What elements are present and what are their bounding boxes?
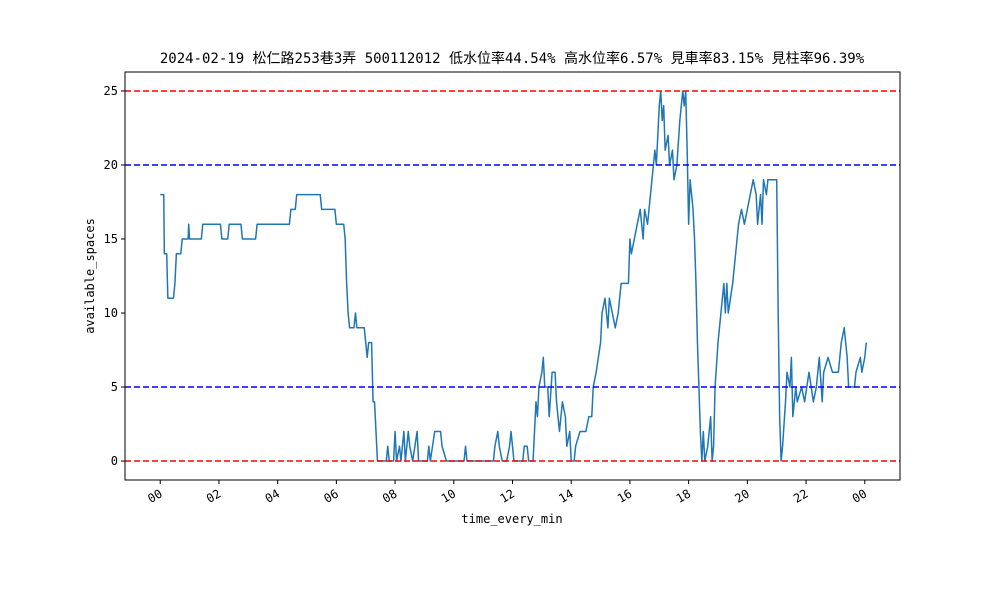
y-tick-label: 20	[104, 158, 118, 172]
y-tick-label: 25	[104, 84, 118, 98]
plot-frame	[124, 71, 901, 481]
x-tick-label: 04	[263, 486, 283, 505]
x-tick-label: 10	[439, 486, 459, 505]
y-tick-label: 0	[111, 454, 118, 468]
chart-title: 2024-02-19 松仁路253巷3弄 500112012 低水位率44.54…	[160, 50, 865, 67]
y-axis-label: available_spaces	[83, 218, 97, 334]
x-tick-label: 20	[732, 486, 752, 505]
x-tick-label: 00	[145, 486, 165, 505]
x-tick-label: 00	[850, 486, 870, 505]
x-tick-label: 22	[791, 486, 811, 505]
x-tick-label: 06	[321, 486, 341, 505]
y-tick-label: 5	[111, 380, 118, 394]
x-tick-label: 12	[497, 486, 517, 505]
x-tick-label: 16	[615, 486, 635, 505]
y-tick-label: 15	[104, 232, 118, 246]
x-tick-label: 02	[204, 486, 224, 505]
x-tick-label: 08	[380, 486, 400, 505]
x-axis-label: time_every_min	[461, 512, 562, 526]
x-tick-label: 18	[674, 486, 694, 505]
y-tick-label: 10	[104, 306, 118, 320]
x-tick-label: 14	[556, 486, 576, 505]
data-line	[160, 90, 867, 462]
